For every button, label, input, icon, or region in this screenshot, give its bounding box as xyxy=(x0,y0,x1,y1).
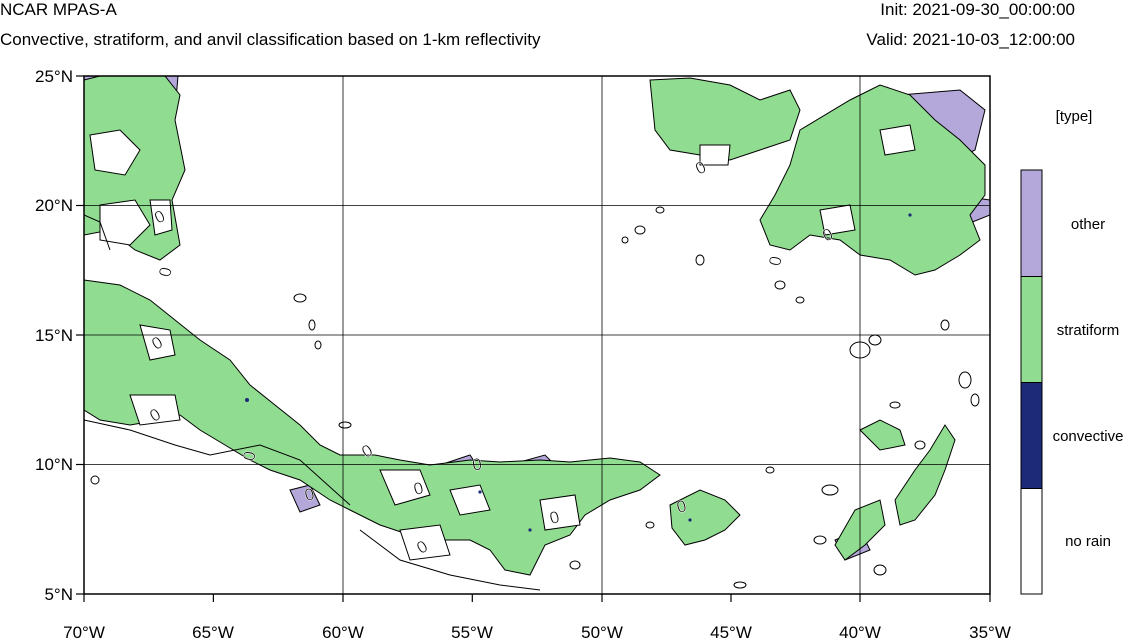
contour-line xyxy=(655,206,665,214)
legend-swatch-convective xyxy=(1021,382,1042,489)
contour-line xyxy=(914,440,926,450)
contour-line xyxy=(359,529,541,591)
contour-line xyxy=(84,214,111,251)
plot-subtitle: Convective, stratiform, and anvil classi… xyxy=(0,30,541,49)
contour-line xyxy=(873,564,887,576)
stratiform-region xyxy=(84,279,661,576)
convective-cell xyxy=(478,490,482,494)
norain-hole xyxy=(149,199,173,236)
norain-hole xyxy=(139,324,176,361)
contour-line xyxy=(314,340,322,350)
other-region xyxy=(289,484,321,513)
legend-label-stratiform: stratiform xyxy=(1057,322,1120,339)
contour-line xyxy=(634,225,646,235)
contour-line xyxy=(889,401,901,409)
contour-line xyxy=(338,421,352,429)
plot-title: NCAR MPAS-A xyxy=(0,0,117,19)
contour-line xyxy=(970,393,980,407)
lon-tick-label: 60°W xyxy=(322,623,364,641)
legend: [type] other stratiform convective no ra… xyxy=(1020,108,1124,595)
contour-line xyxy=(813,535,827,545)
lon-tick-label: 35°W xyxy=(969,623,1011,641)
legend-swatch-stratiform xyxy=(1021,276,1042,383)
norain-hole xyxy=(879,124,916,156)
contour-line xyxy=(868,334,882,346)
contour-label: 0 xyxy=(765,255,785,268)
norain-hole xyxy=(379,469,431,506)
precip-fields: 0 0 0 0 0 0 0 0 0 0 0 0 0 0 0 xyxy=(84,76,990,591)
legend-swatch-norain xyxy=(1021,488,1042,594)
legend-label-convective: convective xyxy=(1053,428,1124,445)
lat-tick-label: 15°N xyxy=(35,326,73,345)
legend-title: [type] xyxy=(1056,108,1093,125)
contour-line xyxy=(940,319,950,331)
norain-hole xyxy=(819,204,856,236)
lon-tick-label: 40°W xyxy=(839,623,881,641)
norain-hole xyxy=(99,199,151,246)
convective-cell xyxy=(908,213,912,217)
lat-tick-label: 20°N xyxy=(35,196,73,215)
lon-tick-label: 55°W xyxy=(451,623,493,641)
lat-tick-label: 5°N xyxy=(44,585,73,604)
norain-hole xyxy=(89,129,141,176)
legend-label-norain: no rain xyxy=(1065,533,1111,550)
contour-line xyxy=(645,521,655,529)
stratiform-region xyxy=(669,489,741,546)
stratiform-region xyxy=(894,424,956,526)
tick-marks xyxy=(76,75,991,602)
gridlines xyxy=(84,76,990,594)
lon-labels: 70°W 65°W 60°W 55°W 50°W 45°W 40°W 35°W xyxy=(63,623,1011,641)
contour-label: 0 xyxy=(239,450,259,463)
contour-line xyxy=(695,254,705,266)
valid-time: Valid: 2021-10-03_12:00:00 xyxy=(866,30,1075,49)
contour-line xyxy=(765,466,775,474)
contour-line xyxy=(90,475,100,485)
norain-hole xyxy=(399,524,451,561)
legend-swatch-other xyxy=(1021,170,1042,277)
lat-labels: 25°N 20°N 15°N 10°N 5°N xyxy=(35,67,73,604)
convective-cell xyxy=(245,398,249,402)
lon-tick-label: 45°W xyxy=(710,623,752,641)
lon-tick-label: 70°W xyxy=(63,623,105,641)
init-time: Init: 2021-09-30_00:00:00 xyxy=(880,0,1075,19)
lat-tick-label: 10°N xyxy=(35,455,73,474)
contour-line xyxy=(293,293,307,303)
convective-cell xyxy=(688,518,692,522)
contour-line xyxy=(958,371,972,389)
contour-label: 0 xyxy=(155,266,175,279)
lon-tick-label: 65°W xyxy=(192,623,234,641)
convective-cell xyxy=(528,528,532,532)
lon-tick-label: 50°W xyxy=(581,623,623,641)
stratiform-region xyxy=(859,419,906,451)
stratiform-region xyxy=(759,84,986,276)
contour-line xyxy=(821,484,839,496)
contour-line xyxy=(84,419,351,506)
norain-hole xyxy=(539,494,581,531)
contour-line xyxy=(569,560,581,570)
contour-line xyxy=(774,280,786,290)
contour-line xyxy=(733,581,747,589)
contour-line xyxy=(621,236,629,244)
contour-line xyxy=(795,296,805,304)
norain-hole xyxy=(129,394,181,426)
contour-line xyxy=(308,319,316,331)
norain-hole xyxy=(699,144,731,166)
stratiform-region xyxy=(649,77,801,161)
lat-tick-label: 25°N xyxy=(35,67,73,86)
legend-label-other: other xyxy=(1071,216,1105,233)
